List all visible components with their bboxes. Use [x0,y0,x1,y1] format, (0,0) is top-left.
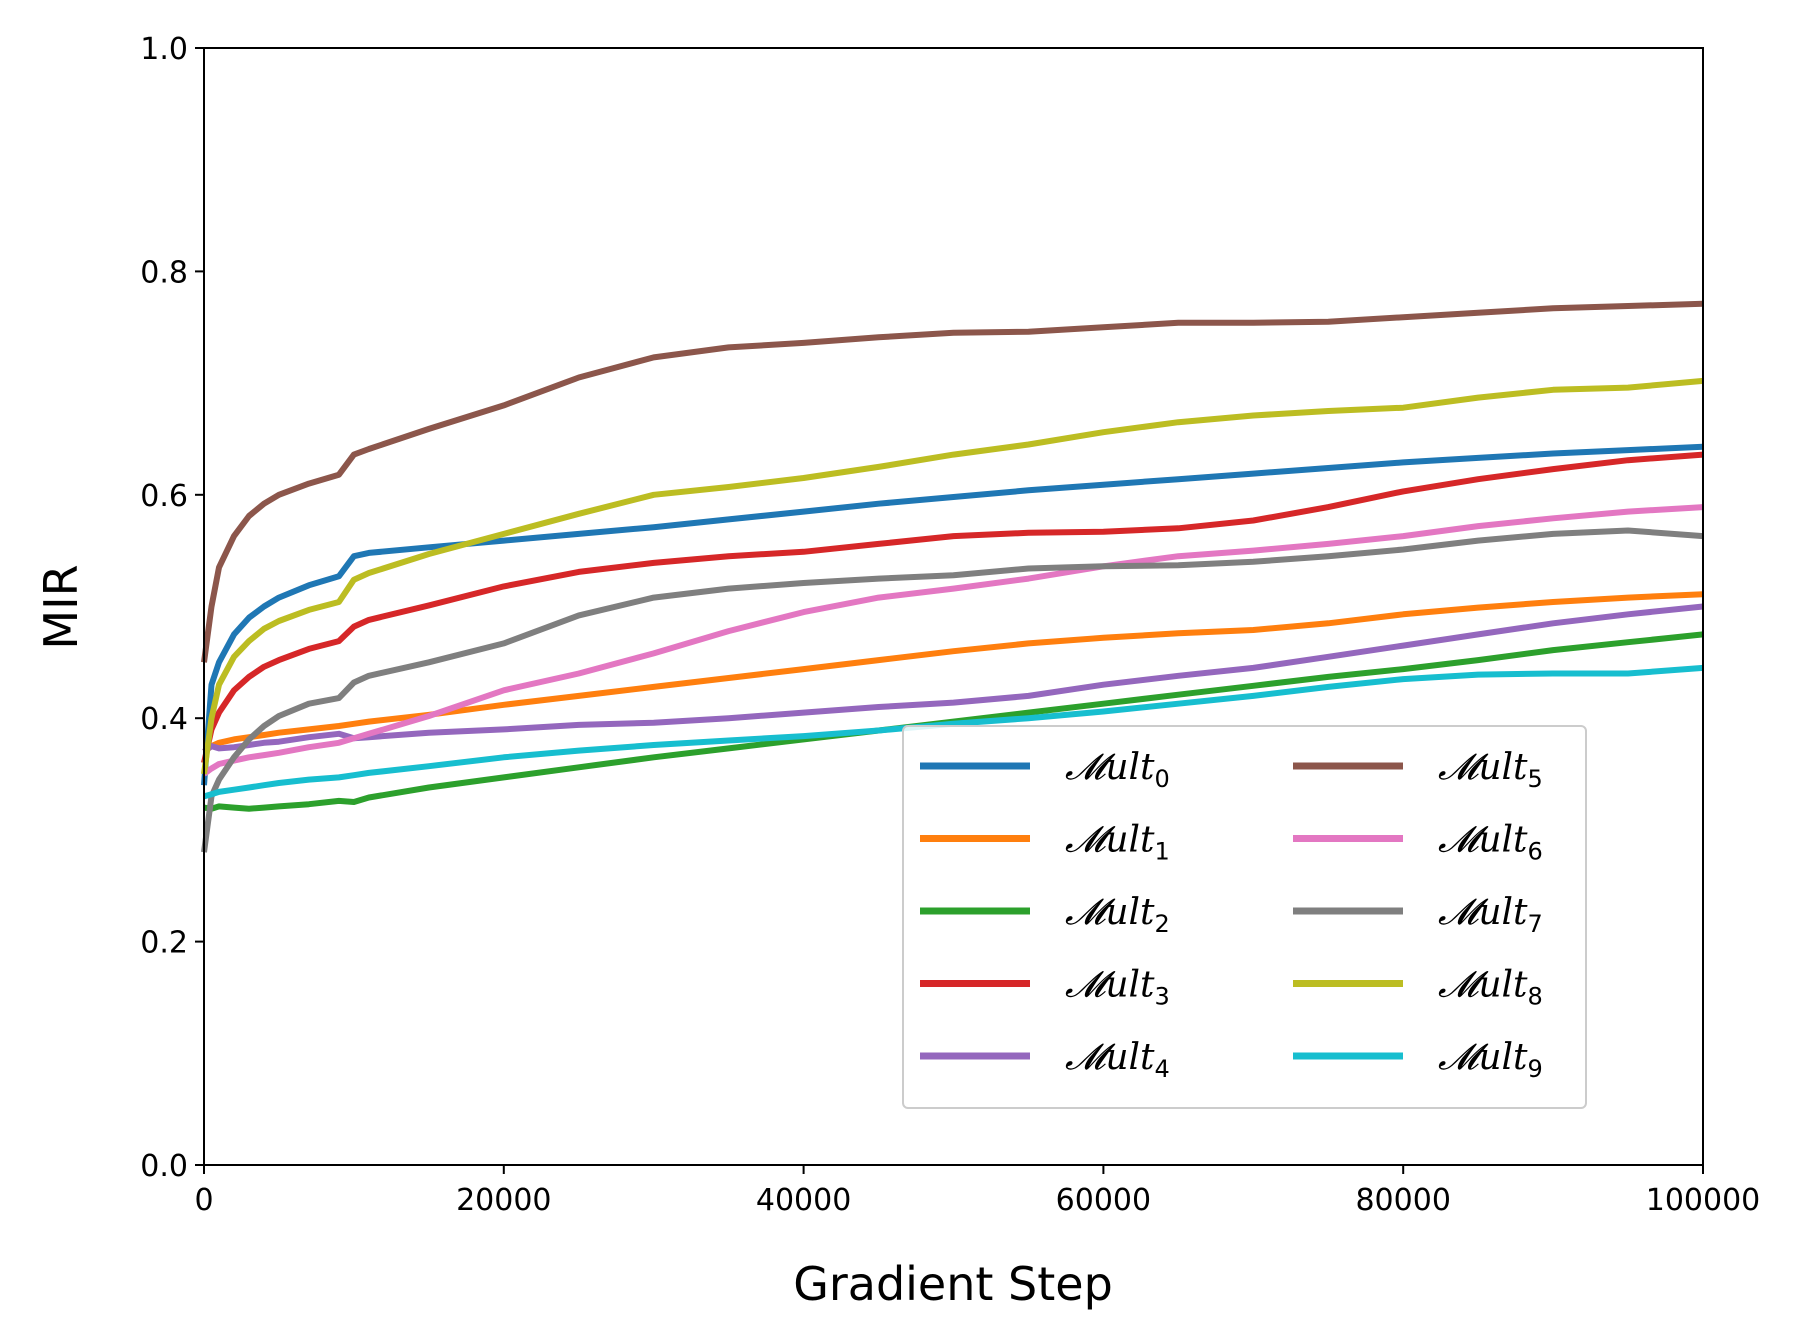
x-axis-title: Gradient Step [793,1257,1113,1311]
x-tick-label: 20000 [456,1183,551,1218]
series-line-6 [202,504,1704,777]
legend: 𝓜ult0 𝓜ult1 𝓜ult2 𝓜ult3 𝓜ult4 𝓜ult5 𝓜ult6 𝓜ult7… [902,725,1587,1109]
y-tick-label: 0.6 [140,479,188,514]
y-tick-label: 1.0 [140,32,188,67]
legend-label-1: 𝓜ult1 [1065,820,1170,866]
legend-label-9: 𝓜ult9 [1438,1037,1543,1083]
x-tick-label: 40000 [756,1183,851,1218]
legend-label-6: 𝓜ult6 [1438,820,1543,866]
y-tick-label: 0.4 [140,702,188,737]
legend-box [902,725,1587,1109]
legend-label-0: 𝓜ult0 [1065,747,1170,793]
series-line-2 [203,631,1704,812]
series-line-3 [201,451,1704,764]
legend-label-5: 𝓜ult5 [1438,747,1543,793]
x-axis: 0 20000 40000 60000 80000 100000 [194,1165,1760,1218]
x-tick-label: 60000 [1056,1183,1151,1218]
series-line-8 [201,377,1704,775]
y-tick-label: 0.0 [140,1149,188,1184]
y-tick-label: 0.8 [140,255,188,290]
series-line-5 [201,300,1704,663]
y-axis-title: MIR [34,564,88,649]
series-line-9 [203,664,1704,800]
series-line-0 [201,443,1704,786]
legend-label-4: 𝓜ult4 [1065,1037,1170,1083]
plot-frame [203,47,1704,1166]
x-tick-label: 100000 [1646,1183,1761,1218]
series-line-4 [202,603,1704,755]
series-layer [201,300,1704,853]
series-line-7 [201,527,1704,853]
x-tick-label: 80000 [1355,1183,1450,1218]
legend-label-7: 𝓜ult7 [1438,892,1543,938]
legend-label-3: 𝓜ult3 [1065,965,1170,1011]
series-line-1 [202,591,1704,755]
legend-label-8: 𝓜ult8 [1438,965,1543,1011]
y-axis: 0.0 0.2 0.4 0.6 0.8 1.0 [140,32,204,1184]
legend-label-2: 𝓜ult2 [1065,892,1170,938]
y-tick-label: 0.2 [140,926,188,961]
x-tick-label: 0 [194,1183,213,1218]
